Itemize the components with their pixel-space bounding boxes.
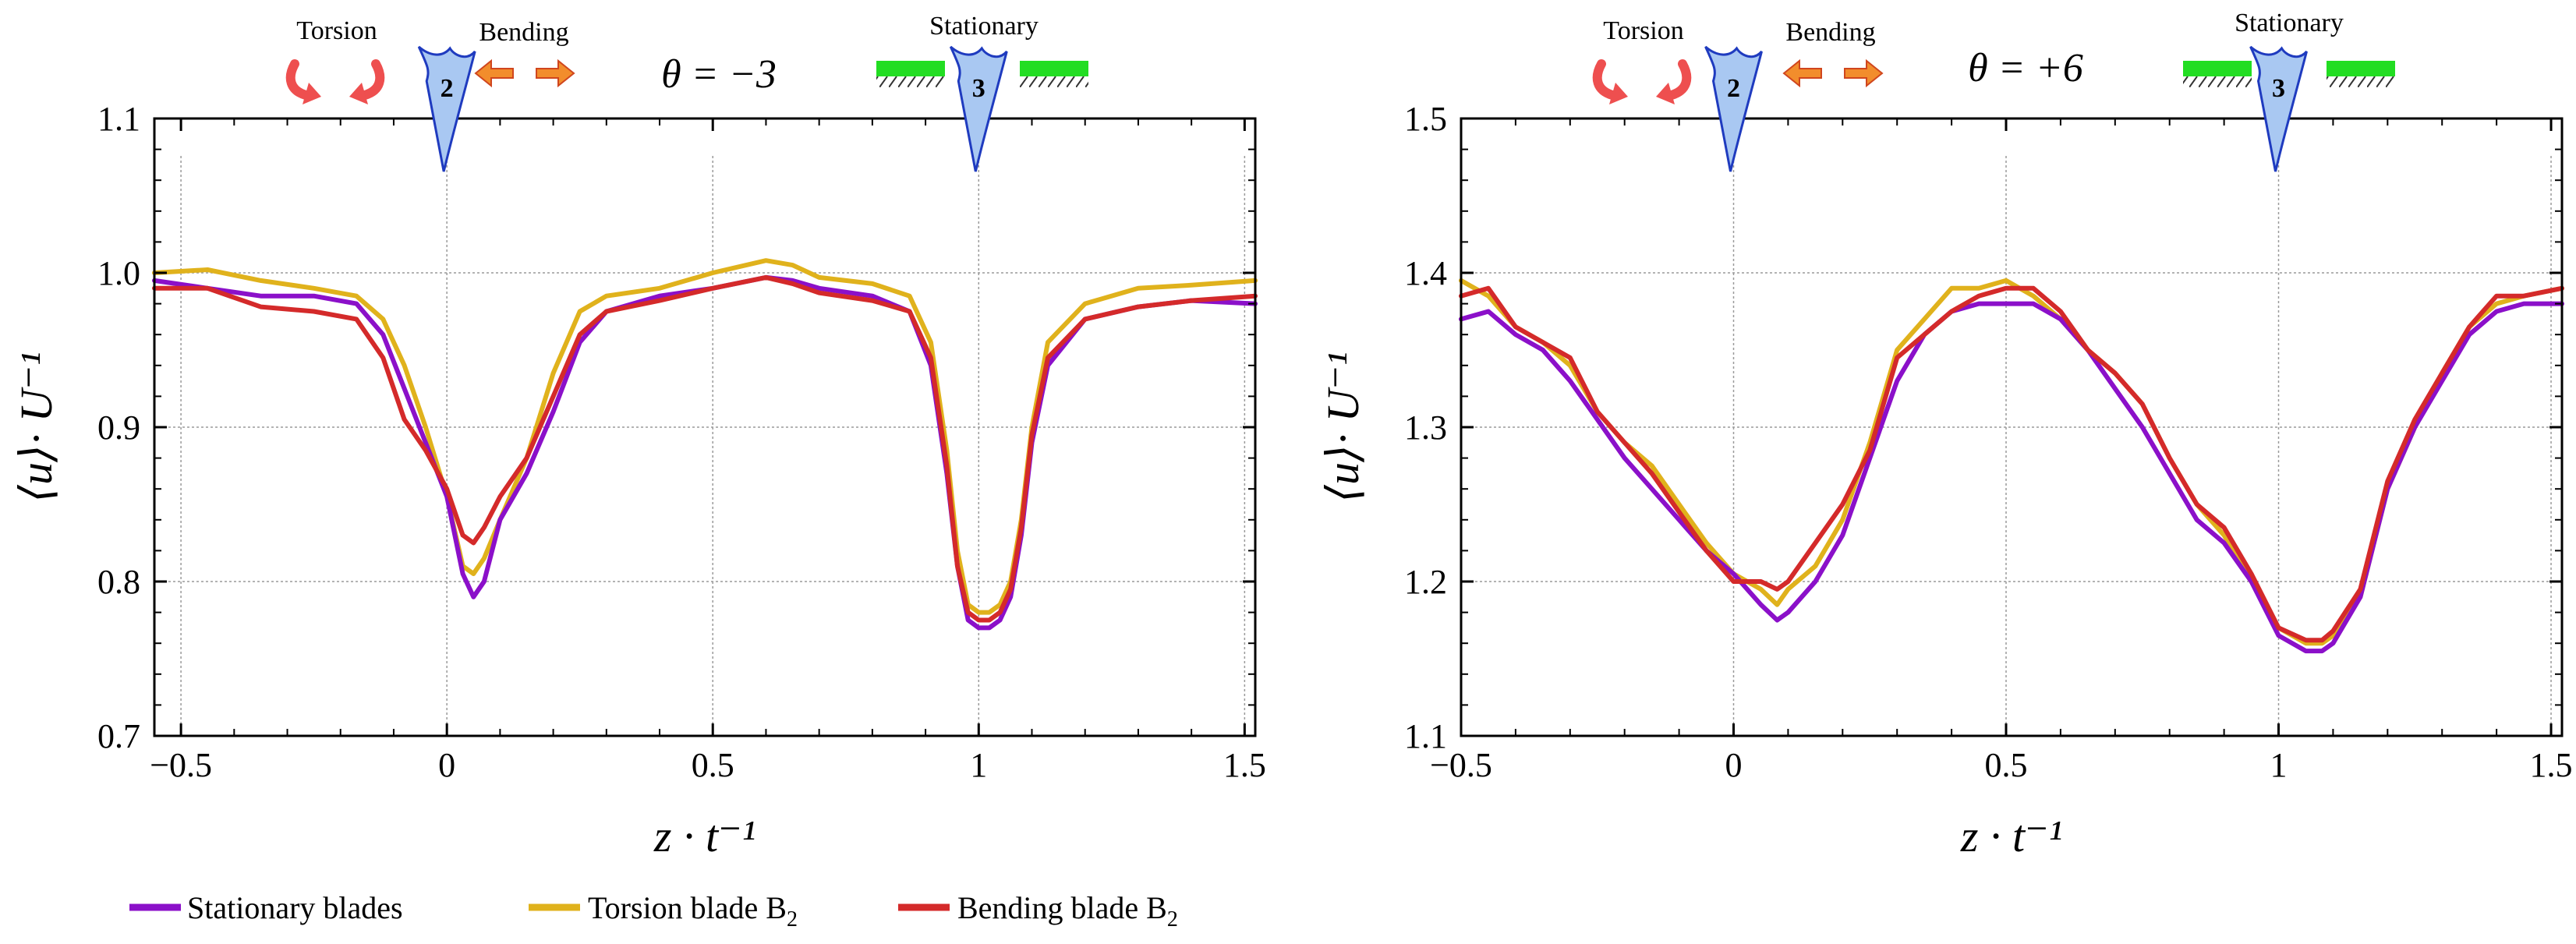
blade-icon: 3 [2249,45,2308,172]
x-axis-label: z · t⁻¹ [1960,811,2062,861]
x-tick-label: 1 [2270,746,2288,784]
theta-label: θ = +6 [1968,46,2083,90]
torsion-label: Torsion [1603,16,1683,45]
blade-shape [949,45,1008,172]
ground-left-icon [2183,61,2252,87]
legend-label-torsion-sub: 2 [787,907,798,932]
ground-right-icon [1020,61,1088,87]
bending-arrows-icon [1782,58,1884,88]
torsion-arrows-icon [285,59,385,104]
ground-left-icon [876,61,945,87]
legend-item-torsion: Torsion blade B2 [529,890,798,932]
x-tick-label: 1.5 [2530,746,2573,784]
y-tick-label: 1.5 [1404,100,1447,138]
legend-label-torsion-text: Torsion blade B [588,890,787,925]
y-tick-label: 0.8 [97,563,140,601]
x-tick-label: −0.5 [1430,746,1492,784]
stationary-label: Stationary [929,12,1039,41]
legend-item-stationary: Stationary blades [129,890,403,925]
y-tick-label: 1.2 [1404,563,1447,601]
panel-left: Torsion Bending θ = −3 Stationary 0.7 0.8… [11,12,1266,861]
y-tick-label: 1.4 [1404,254,1447,292]
series-line-bending [152,274,1258,623]
y-tick-label: 0.7 [97,717,140,755]
x-tick-label: −0.5 [150,746,212,784]
theta-label: θ = −3 [661,52,777,97]
series-line-bending [1459,285,2564,643]
y-tick-label: 1.0 [97,254,140,292]
legend-label-bending-text: Bending blade B [957,890,1167,925]
y-axis-label: ⟨u⟩· U⁻¹ [11,352,62,502]
x-tick-label: 0 [438,746,455,784]
ground-right-icon [2327,61,2395,87]
blade-number-label: 2 [441,74,454,103]
legend-label-bending: Bending blade B2 [957,890,1178,932]
torsion-arrows-icon [1592,59,1692,104]
blade-number-label: 2 [1727,74,1740,103]
x-tick-label: 0.5 [692,746,734,784]
y-tick-label: 1.1 [1404,717,1447,755]
blade-shape [2249,45,2308,172]
blade-icon: 2 [1704,45,1763,172]
series-line-stationary [1459,301,2564,654]
blade-icon: 2 [417,45,476,172]
bending-label: Bending [479,18,568,47]
legend: Stationary blades Torsion blade B2 Bendi… [129,890,1178,932]
legend-label-stationary: Stationary blades [187,890,403,925]
legend-label-torsion: Torsion blade B2 [588,890,798,932]
y-tick-label: 0.9 [97,408,140,447]
bending-arrows-icon [474,58,575,88]
stationary-label: Stationary [2235,9,2344,37]
panel-right: Torsion Bending θ = +6 Stationary 1.1 1.2… [1318,9,2573,861]
x-tick-label: 1.5 [1223,746,1266,784]
series-line-stationary [152,274,1258,631]
y-tick-label: 1.1 [97,100,140,138]
legend-label-bending-sub: 2 [1167,907,1178,932]
blade-shape [1704,45,1763,172]
bending-label: Bending [1785,18,1875,47]
y-axis-label: ⟨u⟩· U⁻¹ [1318,352,1368,502]
blade-icon: 3 [949,45,1008,172]
torsion-label: Torsion [296,16,377,45]
blade-number-label: 3 [972,74,985,103]
blade-number-label: 3 [2272,74,2285,103]
blade-shape [417,45,476,172]
x-tick-label: 1 [970,746,987,784]
x-tick-label: 0.5 [1985,746,2028,784]
legend-item-bending: Bending blade B2 [898,890,1178,932]
x-axis-label: z · t⁻¹ [653,811,755,861]
y-tick-label: 1.3 [1404,408,1447,447]
x-tick-label: 0 [1725,746,1743,784]
